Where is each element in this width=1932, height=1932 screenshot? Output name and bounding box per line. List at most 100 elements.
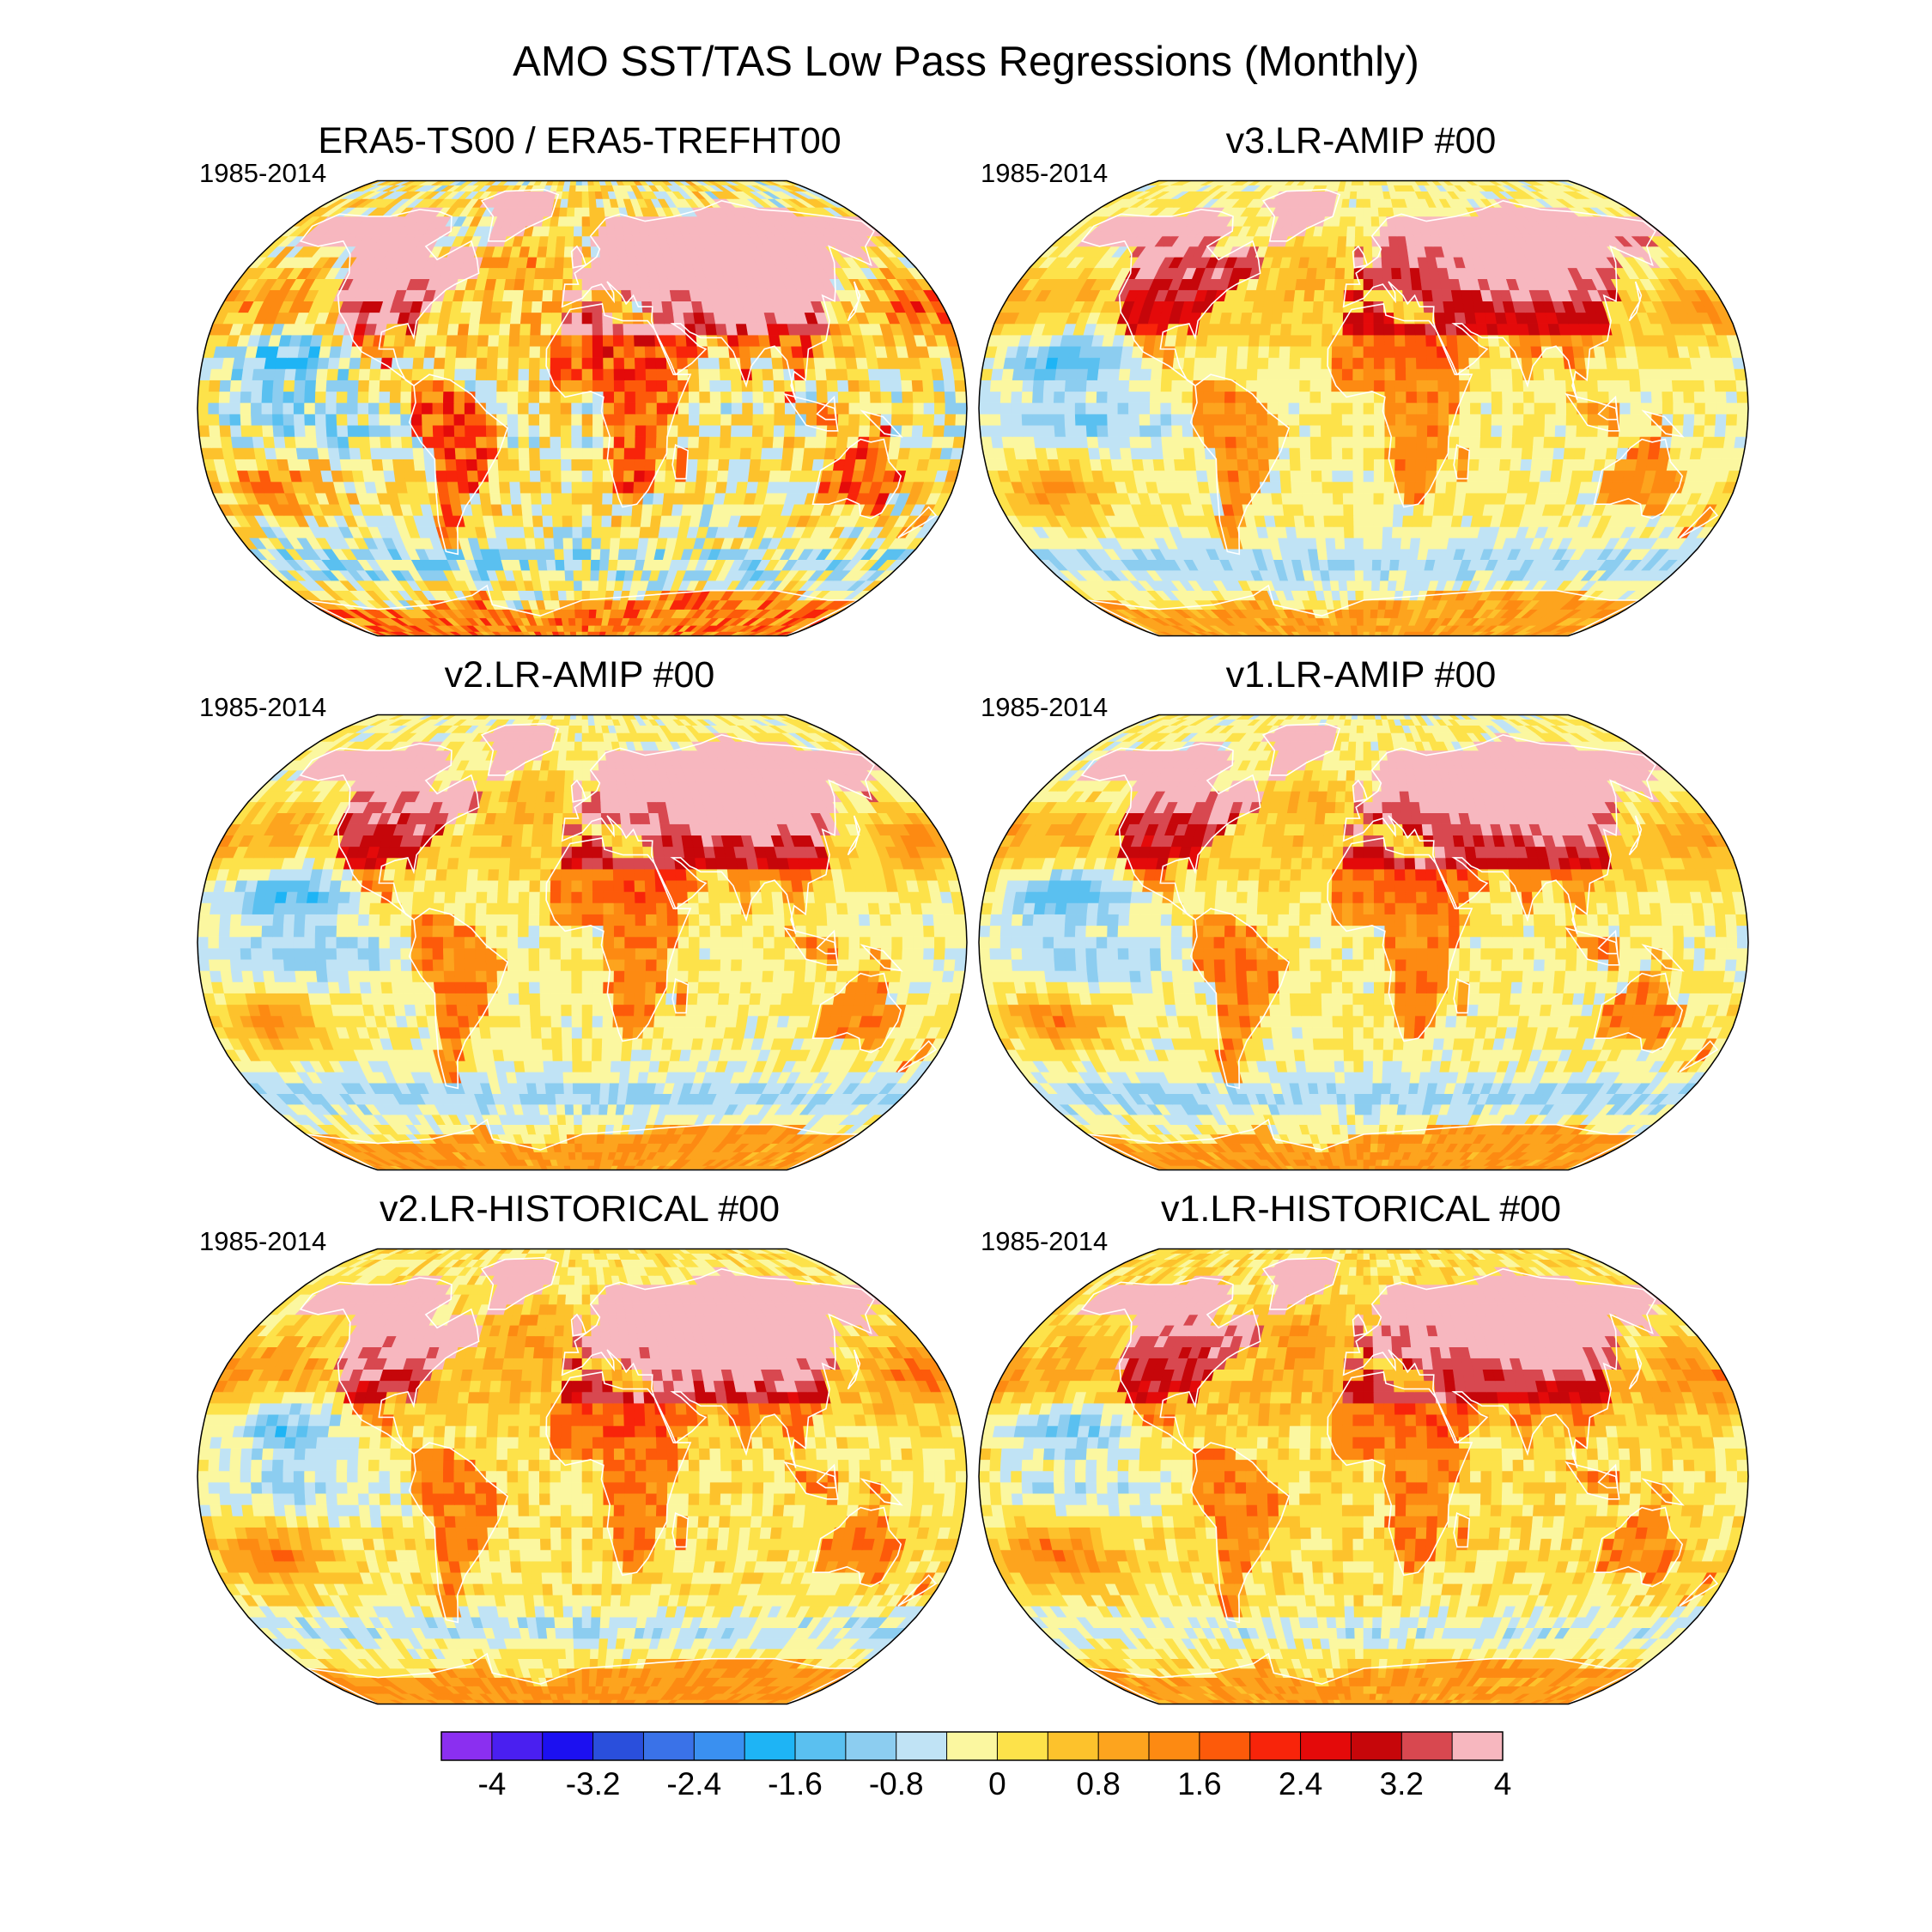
field-cell [525, 537, 537, 550]
field-cell [561, 492, 573, 505]
field-cell [1640, 413, 1653, 426]
field-cell [528, 402, 540, 415]
field-cell [457, 481, 470, 494]
field-cell [1203, 402, 1215, 415]
field-cell [507, 380, 519, 392]
field-cell [553, 267, 564, 279]
field-cell [695, 323, 708, 336]
field-cell [749, 459, 762, 471]
field-cell [383, 470, 396, 483]
field-cell [1304, 526, 1316, 538]
field-cell [1403, 492, 1416, 505]
field-cell [645, 424, 658, 437]
field-cell [531, 301, 544, 313]
field-cell [1258, 459, 1270, 471]
field-cell [944, 413, 957, 426]
field-cell [708, 436, 721, 448]
field-cell [1299, 447, 1312, 459]
field-cell [1312, 503, 1325, 516]
field-cell [1128, 402, 1140, 415]
field-cell [1259, 481, 1272, 494]
field-cell [453, 391, 465, 404]
field-cell [1464, 492, 1477, 505]
field-cell [295, 368, 307, 380]
field-cell [412, 357, 425, 369]
field-cell [623, 368, 636, 380]
field-cell [1044, 436, 1057, 448]
field-cell [1629, 424, 1642, 437]
field-cell [989, 413, 1002, 426]
field-cell [337, 424, 349, 437]
field-cell [550, 402, 562, 415]
field-cell [1630, 391, 1642, 404]
field-cell [1374, 413, 1386, 426]
field-cell [581, 436, 593, 448]
field-cell [671, 503, 684, 516]
field-cell [545, 246, 556, 258]
field-cell [575, 180, 583, 185]
field-cell [494, 278, 507, 290]
field-cell [529, 470, 542, 483]
field-cell [1309, 413, 1321, 426]
field-cell [656, 391, 668, 404]
field-cell [644, 334, 656, 347]
field-cell [1343, 503, 1354, 516]
field-cell [545, 559, 556, 571]
field-cell [656, 402, 668, 415]
field-cell [1331, 590, 1341, 601]
field-cell [587, 180, 595, 185]
field-cell [1194, 447, 1206, 459]
field-cell [645, 368, 658, 380]
field-cell [837, 391, 850, 404]
field-cell [602, 334, 614, 347]
field-cell [600, 526, 612, 538]
field-cell [573, 569, 583, 581]
field-cell [1704, 413, 1716, 426]
field-cell [283, 402, 295, 415]
field-cell [550, 436, 562, 448]
field-cell [1139, 402, 1151, 415]
field-cell [661, 301, 674, 313]
field-cell [565, 590, 575, 601]
field-cell [1406, 424, 1418, 437]
field-cell [571, 312, 583, 325]
field-cell [581, 569, 592, 581]
field-cell [283, 413, 295, 426]
field-cell [613, 436, 625, 448]
period-label-6: 1985-2014 [981, 1226, 1109, 1256]
field-cell [1583, 459, 1596, 471]
field-cell [1426, 424, 1439, 437]
field-cell [633, 323, 645, 336]
field-cell [757, 334, 771, 347]
field-cell [571, 357, 583, 369]
field-cell [1384, 391, 1396, 404]
field-cell [1437, 391, 1449, 404]
field-cell [623, 345, 635, 358]
field-cell [498, 334, 510, 347]
field-cell [731, 424, 743, 437]
field-cell [1553, 436, 1566, 448]
field-cell [1411, 526, 1423, 538]
field-cell [230, 436, 244, 448]
field-cell [467, 323, 480, 336]
field-cell [1279, 459, 1291, 471]
field-cell [629, 278, 641, 290]
field-cell [1539, 470, 1552, 483]
field-cell [1434, 492, 1446, 505]
field-cell [485, 380, 498, 392]
field-cell [662, 492, 675, 505]
field-cell [571, 492, 583, 505]
field-cell [791, 459, 804, 471]
field-cell [1341, 436, 1354, 448]
field-cell [371, 345, 384, 358]
field-cell [400, 391, 412, 404]
field-cell [855, 357, 869, 369]
field-cell [380, 436, 392, 448]
field-cell [602, 492, 614, 505]
field-cell [1342, 459, 1354, 471]
field-cell [307, 459, 321, 471]
field-cell [880, 402, 893, 415]
field-cell [229, 413, 241, 426]
field-cell [1356, 609, 1364, 618]
field-cell [218, 413, 231, 426]
